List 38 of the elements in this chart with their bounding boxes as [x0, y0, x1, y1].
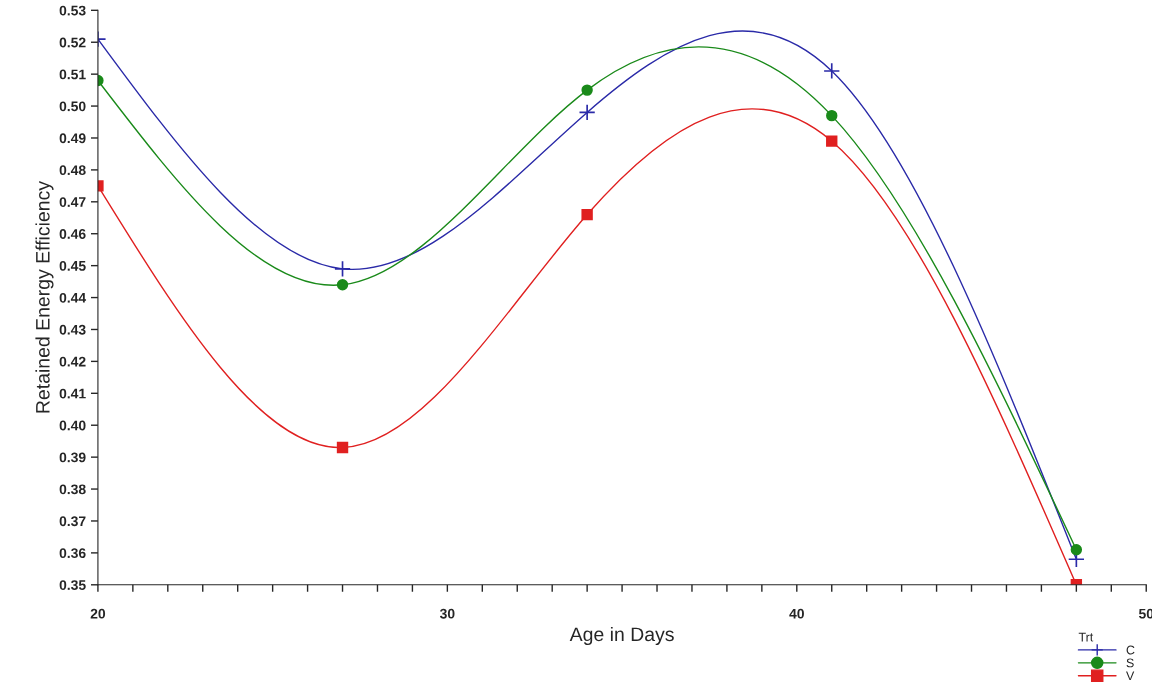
y-tick-label: 0.49 — [59, 133, 86, 144]
y-tick-label: 0.44 — [59, 292, 87, 303]
y-tick-label: 0.35 — [59, 580, 86, 590]
x-tick-label: 30 — [439, 608, 455, 619]
y-tick-label: 0.45 — [59, 260, 86, 271]
legend-label: C — [1126, 645, 1135, 655]
point — [1070, 543, 1083, 556]
point — [336, 441, 349, 454]
y-tick-label: 0.43 — [59, 324, 86, 335]
point — [336, 279, 349, 291]
y-tick-label: 0.42 — [59, 356, 86, 367]
y-tick-label: 0.36 — [59, 548, 86, 559]
legend-title: Trt — [1078, 632, 1094, 642]
point — [581, 84, 593, 96]
y-tick-label: 0.41 — [59, 388, 86, 399]
y-tick-label: 0.51 — [59, 69, 86, 80]
y-tick-label: 0.50 — [59, 101, 86, 112]
point — [334, 260, 352, 278]
point — [581, 208, 593, 221]
point — [823, 62, 841, 80]
y-tick-label: 0.46 — [59, 229, 86, 239]
y-tick-label: 0.39 — [59, 452, 86, 463]
point — [578, 103, 596, 121]
point — [826, 109, 838, 122]
legend-label: V — [1126, 671, 1135, 681]
y-tick-label: 0.37 — [59, 516, 86, 527]
point — [826, 135, 838, 147]
y-tick-label: 0.48 — [59, 165, 86, 176]
y-tick-label: 0.53 — [59, 5, 86, 16]
x-tick-label: 40 — [789, 608, 804, 619]
y-tick-label: 0.38 — [59, 484, 86, 495]
x-tick-label: 20 — [90, 608, 106, 619]
y-tick-label: 0.52 — [59, 37, 86, 48]
y-axis-title: Retained Energy Efficiency — [35, 181, 54, 413]
y-tick-label: 0.40 — [59, 420, 86, 431]
y-tick-label: 0.47 — [59, 197, 86, 207]
x-axis-title: Age in Days — [569, 626, 674, 646]
legend-label: S — [1126, 658, 1134, 668]
